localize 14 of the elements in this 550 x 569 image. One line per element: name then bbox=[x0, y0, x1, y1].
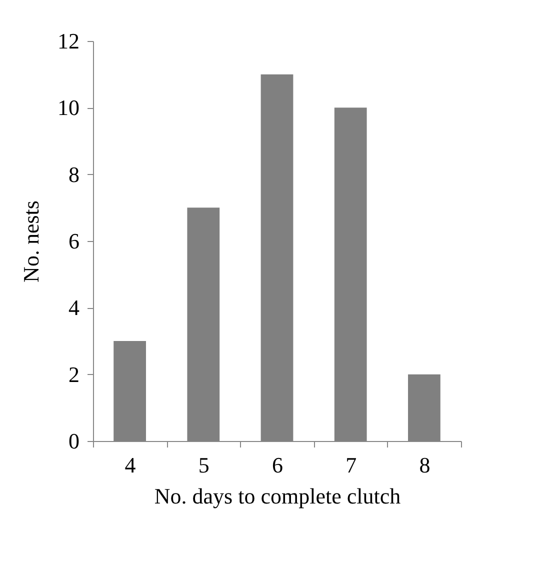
y-tick-label: 10 bbox=[58, 95, 80, 120]
y-tick-label: 12 bbox=[58, 28, 80, 54]
y-tick-label: 4 bbox=[68, 295, 80, 320]
x-axis-title: No. days to complete clutch bbox=[154, 484, 401, 508]
y-tick-label: 8 bbox=[68, 162, 80, 187]
y-axis-title: No. nests bbox=[18, 200, 44, 282]
y-tick-label: 0 bbox=[68, 428, 80, 454]
x-tick-label: 5 bbox=[198, 452, 210, 478]
x-tick-label: 8 bbox=[419, 452, 430, 478]
y-tick-label: 2 bbox=[68, 362, 80, 387]
x-tick-label: 4 bbox=[124, 452, 136, 478]
y-tick-label: 6 bbox=[68, 228, 80, 254]
x-tick-label: 6 bbox=[272, 452, 283, 478]
x-tick-label: 7 bbox=[346, 452, 357, 478]
